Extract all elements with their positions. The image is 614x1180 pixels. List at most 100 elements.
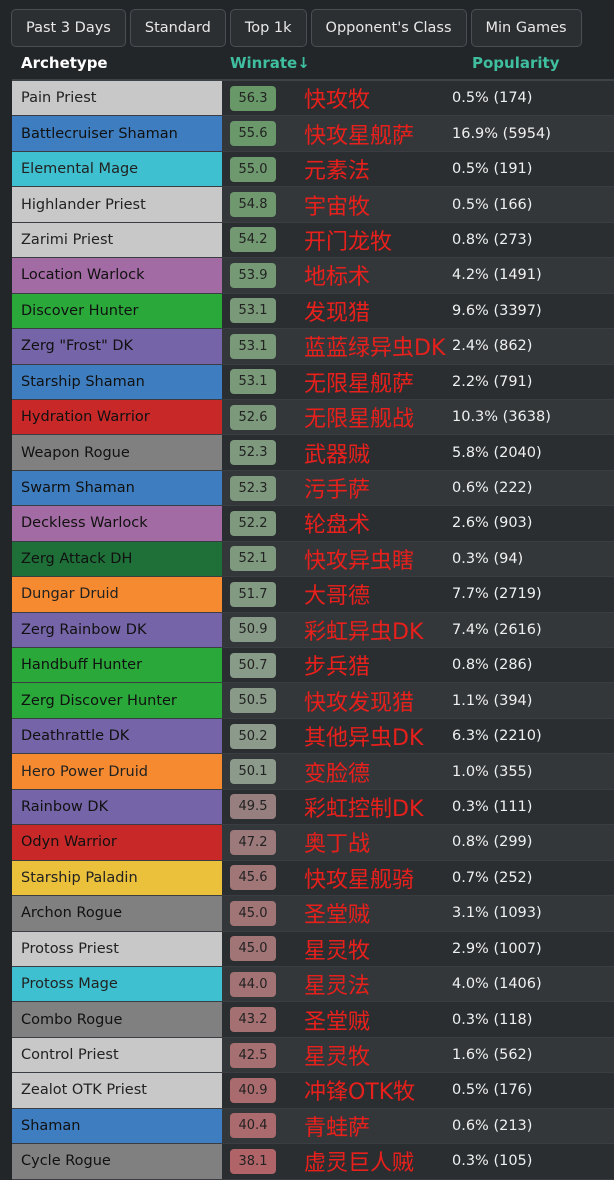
archetype-name[interactable]: Control Priest [12, 1037, 222, 1073]
table-row[interactable]: Zerg "Frost" DK 53.1 蓝蓝绿异虫DK 2.4% (862) [12, 329, 614, 365]
archetype-name[interactable]: Shaman [12, 1108, 222, 1144]
table-row[interactable]: Hero Power Druid 50.1 变脸德 1.0% (355) [12, 754, 614, 790]
filter-button[interactable]: Opponent's Class [310, 9, 467, 47]
table-row[interactable]: Elemental Mage 55.0 元素法 0.5% (191) [12, 151, 614, 188]
header-winrate[interactable]: Winrate↓ [230, 53, 310, 72]
table-row[interactable]: Discover Hunter 53.1 发现猎 9.6% (3397) [12, 293, 614, 330]
winrate-badge: 51.7 [230, 581, 276, 607]
table-row[interactable]: Deckless Warlock 52.2 轮盘术 2.6% (903) [12, 506, 614, 542]
chinese-annotation: 彩虹异虫DK [304, 619, 424, 645]
archetype-name[interactable]: Starship Paladin [12, 860, 222, 896]
table-row[interactable]: Battlecruiser Shaman 55.6 快攻星舰萨 16.9% (5… [12, 116, 614, 152]
archetype-name[interactable]: Deckless Warlock [12, 506, 222, 541]
archetype-name[interactable]: Protoss Mage [12, 966, 222, 1002]
filter-button[interactable]: Min Games [470, 9, 582, 47]
winrate-badge: 44.0 [230, 971, 276, 997]
archetype-name[interactable]: Zerg Attack DH [12, 541, 222, 577]
table-row[interactable]: Dungar Druid 51.7 大哥德 7.7% (2719) [12, 577, 614, 613]
archetype-name[interactable]: Location Warlock [12, 258, 222, 293]
archetype-name[interactable]: Discover Hunter [12, 293, 222, 329]
table-row[interactable]: Swarm Shaman 52.3 污手萨 0.6% (222) [12, 470, 614, 507]
table-row[interactable]: Zarimi Priest 54.2 开门龙牧 0.8% (273) [12, 222, 614, 259]
filter-button[interactable]: Standard [129, 9, 226, 47]
winrate-badge: 43.2 [230, 1007, 276, 1033]
winrate-badge: 56.3 [230, 85, 276, 111]
table-row[interactable]: Protoss Mage 44.0 星灵法 4.0% (1406) [12, 966, 614, 1003]
winrate-badge: 38.1 [230, 1148, 276, 1174]
archetype-name[interactable]: Highlander Priest [12, 187, 222, 222]
table-header: Archetype Winrate↓ Popularity [12, 46, 614, 81]
winrate-badge: 55.0 [230, 156, 276, 182]
archetype-name[interactable]: Starship Shaman [12, 364, 222, 399]
popularity-value: 4.2% (1491) [452, 267, 542, 284]
archetype-name[interactable]: Rainbow DK [12, 789, 222, 825]
chinese-annotation: 奥丁战 [304, 832, 371, 858]
table-row[interactable]: Highlander Priest 54.8 宇宙牧 0.5% (166) [12, 187, 614, 223]
popularity-value: 0.8% (273) [452, 231, 533, 248]
table-row[interactable]: Protoss Priest 45.0 星灵牧 2.9% (1007) [12, 931, 614, 967]
winrate-badge: 52.3 [230, 475, 276, 501]
archetype-name[interactable]: Swarm Shaman [12, 470, 222, 506]
table-row[interactable]: Deathrattle DK 50.2 其他异虫DK 6.3% (2210) [12, 718, 614, 755]
archetype-name[interactable]: Odyn Warrior [12, 825, 222, 860]
archetype-name[interactable]: Pain Priest [12, 81, 222, 116]
archetype-name[interactable]: Zarimi Priest [12, 222, 222, 258]
chinese-annotation: 彩虹控制DK [304, 796, 424, 822]
archetype-name[interactable]: Zerg Rainbow DK [12, 612, 222, 647]
archetype-name[interactable]: Cycle Rogue [12, 1144, 222, 1179]
archetype-name[interactable]: Archon Rogue [12, 896, 222, 931]
popularity-value: 0.8% (286) [452, 657, 533, 674]
table-row[interactable]: Hydration Warrior 52.6 无限星舰战 10.3% (3638… [12, 399, 614, 436]
chinese-annotation: 星灵法 [304, 974, 371, 1000]
popularity-value: 2.6% (903) [452, 515, 533, 532]
winrate-badge: 50.9 [230, 617, 276, 643]
table-row[interactable]: Zerg Rainbow DK 50.9 彩虹异虫DK 7.4% (2616) [12, 612, 614, 648]
table-row[interactable]: Zealot OTK Priest 40.9 冲锋OTK牧 0.5% (176) [12, 1073, 614, 1109]
popularity-value: 0.5% (166) [452, 196, 533, 213]
table-row[interactable]: Zerg Discover Hunter 50.5 快攻发现猎 1.1% (39… [12, 683, 614, 719]
popularity-value: 2.2% (791) [452, 373, 533, 390]
winrate-badge: 50.7 [230, 652, 276, 678]
table-row[interactable]: Zerg Attack DH 52.1 快攻异虫瞎 0.3% (94) [12, 541, 614, 578]
filter-button[interactable]: Past 3 Days [11, 9, 126, 47]
archetype-name[interactable]: Protoss Priest [12, 931, 222, 966]
chinese-annotation: 快攻星舰萨 [304, 123, 415, 149]
archetype-name[interactable]: Dungar Druid [12, 577, 222, 612]
table-row[interactable]: Odyn Warrior 47.2 奥丁战 0.8% (299) [12, 825, 614, 861]
header-popularity[interactable]: Popularity [472, 53, 560, 72]
table-row[interactable]: Rainbow DK 49.5 彩虹控制DK 0.3% (111) [12, 789, 614, 826]
table-row[interactable]: Handbuff Hunter 50.7 步兵猎 0.8% (286) [12, 648, 614, 684]
archetype-name[interactable]: Handbuff Hunter [12, 648, 222, 683]
popularity-value: 4.0% (1406) [452, 976, 542, 993]
table-row[interactable]: Combo Rogue 43.2 圣堂贼 0.3% (118) [12, 1002, 614, 1038]
table-row[interactable]: Shaman 40.4 青蛙萨 0.6% (213) [12, 1108, 614, 1145]
table-row[interactable]: Location Warlock 53.9 地标术 4.2% (1491) [12, 258, 614, 294]
archetype-name[interactable]: Elemental Mage [12, 151, 222, 187]
archetype-name[interactable]: Hydration Warrior [12, 399, 222, 435]
chinese-annotation: 蓝蓝绿异虫DK [304, 336, 446, 362]
archetype-name[interactable]: Battlecruiser Shaman [12, 116, 222, 151]
popularity-value: 0.3% (105) [452, 1153, 533, 1170]
archetype-name[interactable]: Weapon Rogue [12, 435, 222, 470]
popularity-value: 5.8% (2040) [452, 444, 542, 461]
archetype-name[interactable]: Zerg Discover Hunter [12, 683, 222, 718]
filter-button[interactable]: Top 1k [229, 9, 307, 47]
table-row[interactable]: Archon Rogue 45.0 圣堂贼 3.1% (1093) [12, 896, 614, 932]
popularity-value: 0.3% (118) [452, 1011, 533, 1028]
archetype-name[interactable]: Combo Rogue [12, 1002, 222, 1037]
chinese-annotation: 快攻异虫瞎 [304, 548, 415, 574]
table-row[interactable]: Starship Shaman 53.1 无限星舰萨 2.2% (791) [12, 364, 614, 400]
table-row[interactable]: Starship Paladin 45.6 快攻星舰骑 0.7% (252) [12, 860, 614, 897]
table-row[interactable]: Control Priest 42.5 星灵牧 1.6% (562) [12, 1037, 614, 1074]
header-archetype[interactable]: Archetype [21, 53, 108, 72]
table-row[interactable]: Pain Priest 56.3 快攻牧 0.5% (174) [12, 81, 614, 117]
archetype-name[interactable]: Zerg "Frost" DK [12, 329, 222, 364]
archetype-name[interactable]: Deathrattle DK [12, 718, 222, 754]
winrate-badge: 40.4 [230, 1113, 276, 1139]
winrate-badge: 53.9 [230, 262, 276, 288]
table-row[interactable]: Weapon Rogue 52.3 武器贼 5.8% (2040) [12, 435, 614, 471]
archetype-name[interactable]: Zealot OTK Priest [12, 1073, 222, 1108]
archetype-name[interactable]: Hero Power Druid [12, 754, 222, 789]
popularity-value: 2.9% (1007) [452, 940, 542, 957]
table-row[interactable]: Cycle Rogue 38.1 虚灵巨人贼 0.3% (105) [12, 1144, 614, 1180]
